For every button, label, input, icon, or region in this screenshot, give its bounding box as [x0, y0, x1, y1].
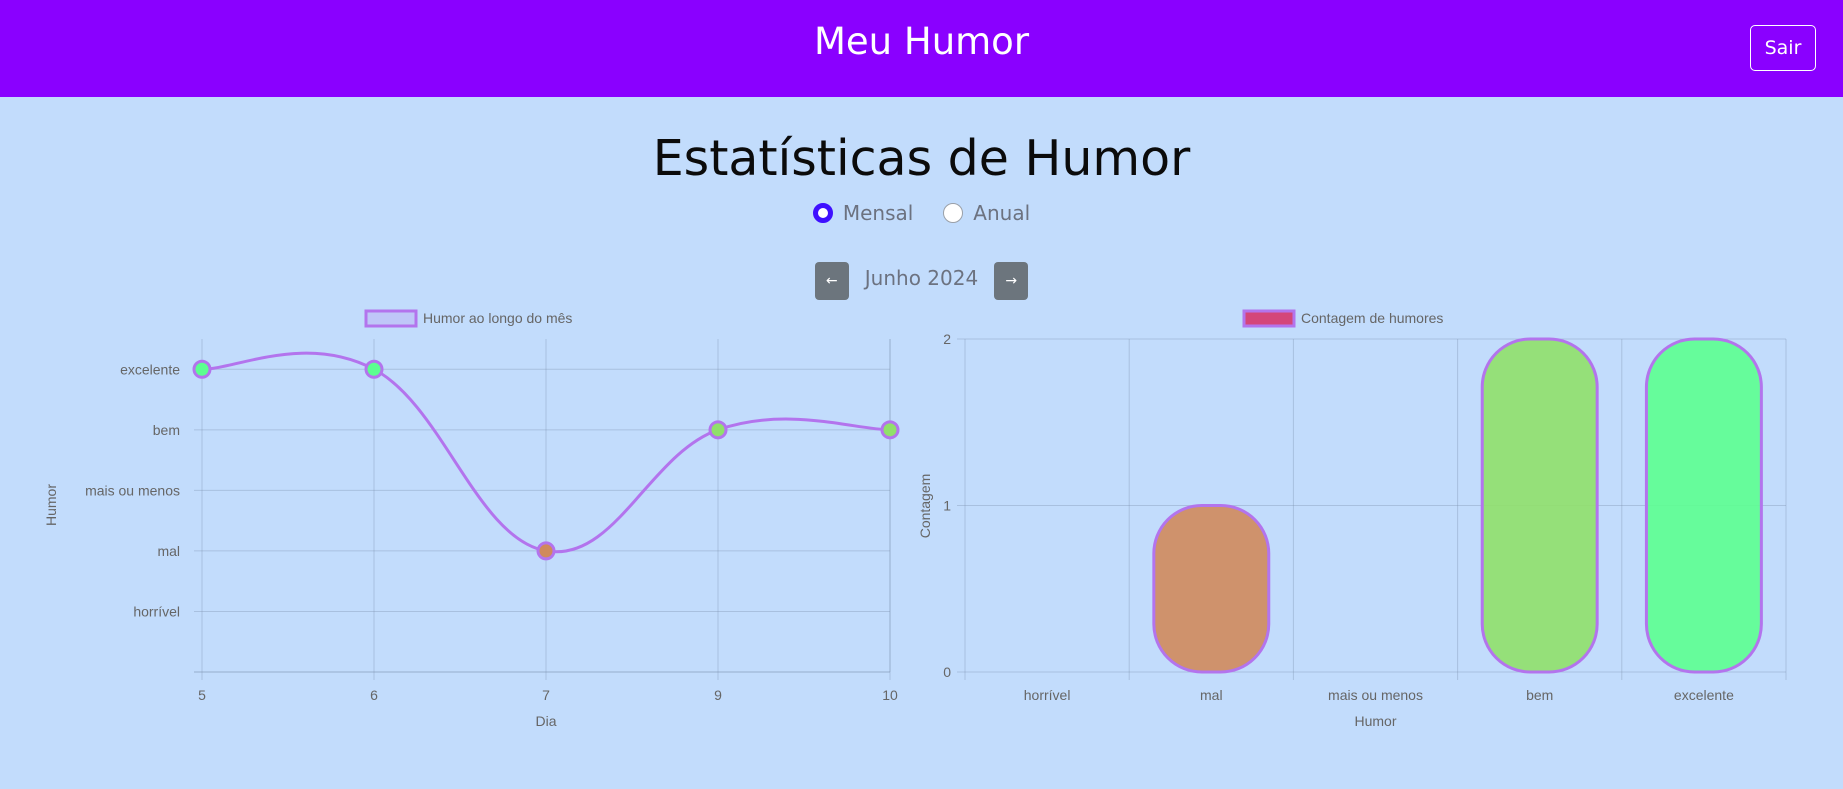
x-tick-label: horrível [1024, 687, 1071, 703]
y-axis-title: Humor [43, 484, 59, 526]
x-tick-label: excelente [1674, 687, 1734, 703]
next-month-button[interactable]: → [994, 262, 1029, 300]
series-line [201, 351, 891, 554]
data-point [708, 420, 728, 440]
x-axis-title: Dia [535, 713, 556, 729]
x-tick-label: mais ou menos [1328, 687, 1423, 703]
arrow-right-icon: → [1005, 273, 1018, 289]
month-navigation: ← Junho 2024 → [0, 262, 1843, 300]
line-chart: Humor ao longo do mês horrível mal mais ou … [43, 309, 900, 729]
legend-swatch [364, 309, 418, 328]
legend-label: Humor ao longo do mês [423, 310, 572, 326]
legend-swatch [1242, 309, 1296, 328]
y-tick-label: excelente [120, 361, 180, 377]
y-tick-label: 1 [943, 498, 951, 514]
data-point [364, 359, 384, 379]
period-option-yearly[interactable]: Anual [943, 201, 1030, 225]
bar-chart: Contagem de humores 0 1 2 horrível mal mais ou… [917, 309, 1787, 729]
data-point [880, 420, 900, 440]
legend-label: Contagem de humores [1301, 310, 1443, 326]
data-point [192, 359, 212, 379]
logout-button[interactable]: Sair [1750, 25, 1816, 71]
y-tick-label: 0 [943, 664, 951, 680]
y-tick-label: 2 [943, 331, 951, 347]
x-tick-label: 10 [882, 687, 898, 703]
period-label-monthly: Mensal [842, 201, 914, 225]
data-point [536, 541, 556, 561]
x-tick-label: mal [1200, 687, 1223, 703]
bar [1644, 337, 1763, 674]
period-option-monthly[interactable]: Mensal [812, 201, 914, 225]
y-tick-label: mal [157, 543, 180, 559]
prev-month-button[interactable]: ← [814, 262, 849, 300]
y-tick-label: horrível [133, 603, 180, 619]
page-title: Estatísticas de Humor [652, 130, 1191, 187]
bar [1480, 337, 1599, 674]
radio-monthly[interactable] [812, 203, 833, 223]
period-selector: Mensal Anual [0, 201, 1843, 225]
arrow-left-icon: ← [825, 273, 838, 289]
x-tick-label: 5 [198, 687, 206, 703]
navbar: Meu Humor Sair [0, 0, 1843, 97]
bar [1152, 504, 1271, 674]
x-axis-title: Humor [1354, 713, 1396, 729]
x-tick-label: bem [1526, 687, 1553, 703]
app-title: Meu Humor [813, 20, 1030, 63]
y-axis-title: Contagem [917, 474, 933, 539]
x-tick-label: 7 [542, 687, 550, 703]
x-tick-label: 9 [714, 687, 722, 703]
month-label: Junho 2024 [864, 266, 979, 290]
y-tick-label: mais ou menos [85, 482, 180, 498]
y-tick-label: bem [153, 422, 180, 438]
radio-yearly[interactable] [943, 203, 964, 223]
x-tick-label: 6 [370, 687, 378, 703]
period-label-yearly: Anual [973, 201, 1031, 225]
